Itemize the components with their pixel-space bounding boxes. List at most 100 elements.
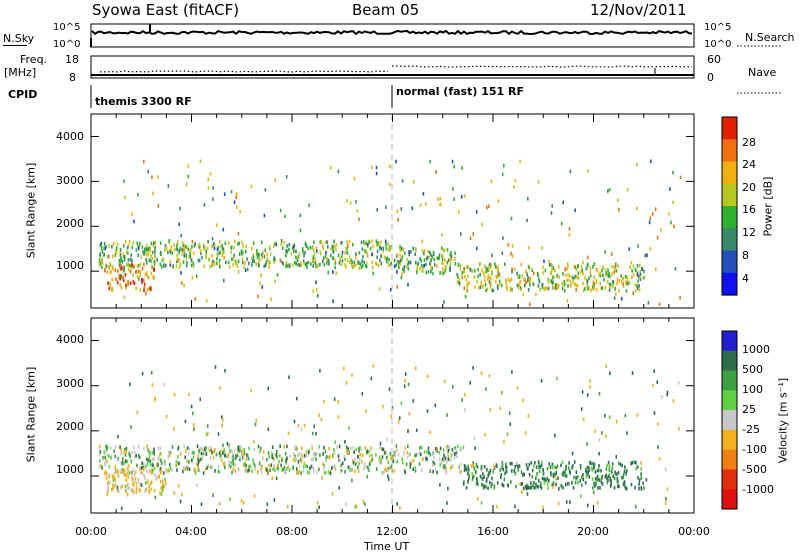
heatmap-cell (537, 284, 540, 288)
heatmap-cell (586, 471, 588, 475)
heatmap-cell (367, 465, 369, 469)
heatmap-cell (612, 282, 614, 287)
heatmap-cell (209, 265, 211, 269)
heatmap-cell (242, 452, 245, 457)
heatmap-cell (340, 463, 343, 468)
heatmap-cell (159, 458, 162, 462)
heatmap-cell (432, 469, 434, 474)
heatmap-cell (124, 255, 126, 259)
heatmap-cell (336, 445, 338, 449)
heatmap-cell (525, 486, 528, 491)
heatmap-cell (169, 248, 171, 253)
heatmap-cell (388, 387, 391, 391)
heatmap-cell (276, 466, 279, 470)
heatmap-cell (510, 277, 513, 281)
heatmap-cell (323, 262, 326, 267)
noise-sky-underline (3, 45, 27, 46)
heatmap-cell (112, 486, 114, 491)
heatmap-cell (237, 447, 240, 452)
heatmap-cell (193, 451, 195, 455)
heatmap-cell (617, 264, 619, 268)
heatmap-cell (624, 484, 626, 488)
heatmap-cell (646, 253, 648, 257)
heatmap-cell (201, 448, 203, 452)
heatmap-cell (493, 484, 496, 488)
heatmap-cell (379, 445, 381, 449)
heatmap-cell (349, 468, 351, 472)
heatmap-cell (451, 464, 454, 468)
heatmap-cell (257, 468, 259, 473)
heatmap-cell (286, 504, 289, 509)
heatmap-cell (148, 488, 150, 493)
heatmap-cell (99, 459, 101, 463)
heatmap-cell (615, 419, 618, 424)
heatmap-cell (636, 162, 638, 167)
heatmap-cell (241, 252, 243, 256)
heatmap-cell (333, 448, 335, 452)
heatmap-cell (396, 253, 399, 257)
heatmap-cell (315, 288, 318, 292)
heatmap-cell (246, 453, 249, 458)
heatmap-cell (385, 205, 387, 209)
heatmap-cell (126, 250, 128, 254)
heatmap-cell (580, 494, 582, 498)
heatmap-cell (261, 252, 263, 257)
heatmap-cell (274, 468, 276, 472)
heatmap-cell (337, 253, 340, 257)
heatmap-cell (622, 277, 624, 281)
heatmap-cell (120, 468, 123, 473)
heatmap-cell (439, 483, 441, 487)
heatmap-cell (139, 241, 141, 246)
heatmap-cell (281, 458, 283, 463)
heatmap-cell (346, 258, 349, 263)
heatmap-cell (584, 276, 586, 280)
heatmap-cell (279, 208, 282, 213)
heatmap-cell (312, 255, 315, 259)
heatmap-cell (368, 468, 370, 472)
heatmap-cell (608, 271, 610, 276)
heatmap-cell (163, 248, 166, 252)
heatmap-cell (343, 366, 345, 371)
heatmap-cell (672, 399, 675, 403)
heatmap-cell (359, 452, 361, 457)
heatmap-cell (151, 265, 153, 269)
heatmap-cell (564, 473, 566, 478)
heatmap-cell (332, 299, 334, 303)
heatmap-cell (135, 248, 138, 252)
heatmap-cell (455, 450, 458, 455)
heatmap-cell (161, 488, 164, 493)
heatmap-cell (475, 462, 478, 467)
heatmap-cell (331, 466, 333, 470)
heatmap-cell (207, 186, 210, 190)
heatmap-cell (540, 379, 543, 383)
heatmap-cell (167, 184, 170, 188)
heatmap-cell (311, 458, 313, 462)
heatmap-cell (120, 486, 122, 490)
heatmap-cell (524, 277, 526, 282)
heatmap-cell (323, 464, 325, 468)
heatmap-cell (114, 483, 117, 487)
heatmap-cell (247, 469, 249, 473)
heatmap-cell (482, 472, 484, 476)
heatmap-cell (471, 472, 473, 476)
heatmap-cell (507, 277, 510, 282)
heatmap-cell (444, 265, 447, 270)
heatmap-cell (285, 175, 288, 179)
heatmap-cell (638, 284, 640, 288)
heatmap-cell (386, 256, 389, 261)
heatmap-cell (222, 227, 225, 232)
heatmap-cell (402, 460, 404, 465)
heatmap-cell (377, 263, 380, 268)
heatmap-cell (389, 288, 392, 292)
heatmap-cell (557, 285, 559, 290)
heatmap-cell (119, 470, 121, 474)
heatmap-cell (168, 238, 171, 243)
heatmap-cell (158, 475, 161, 479)
heatmap-cell (322, 452, 324, 456)
heatmap-cell (285, 458, 287, 463)
heatmap-cell (505, 462, 507, 467)
heatmap-cell (421, 457, 424, 461)
heatmap-cell (563, 288, 566, 293)
heatmap-cell (636, 206, 638, 211)
heatmap-cell (450, 453, 453, 457)
